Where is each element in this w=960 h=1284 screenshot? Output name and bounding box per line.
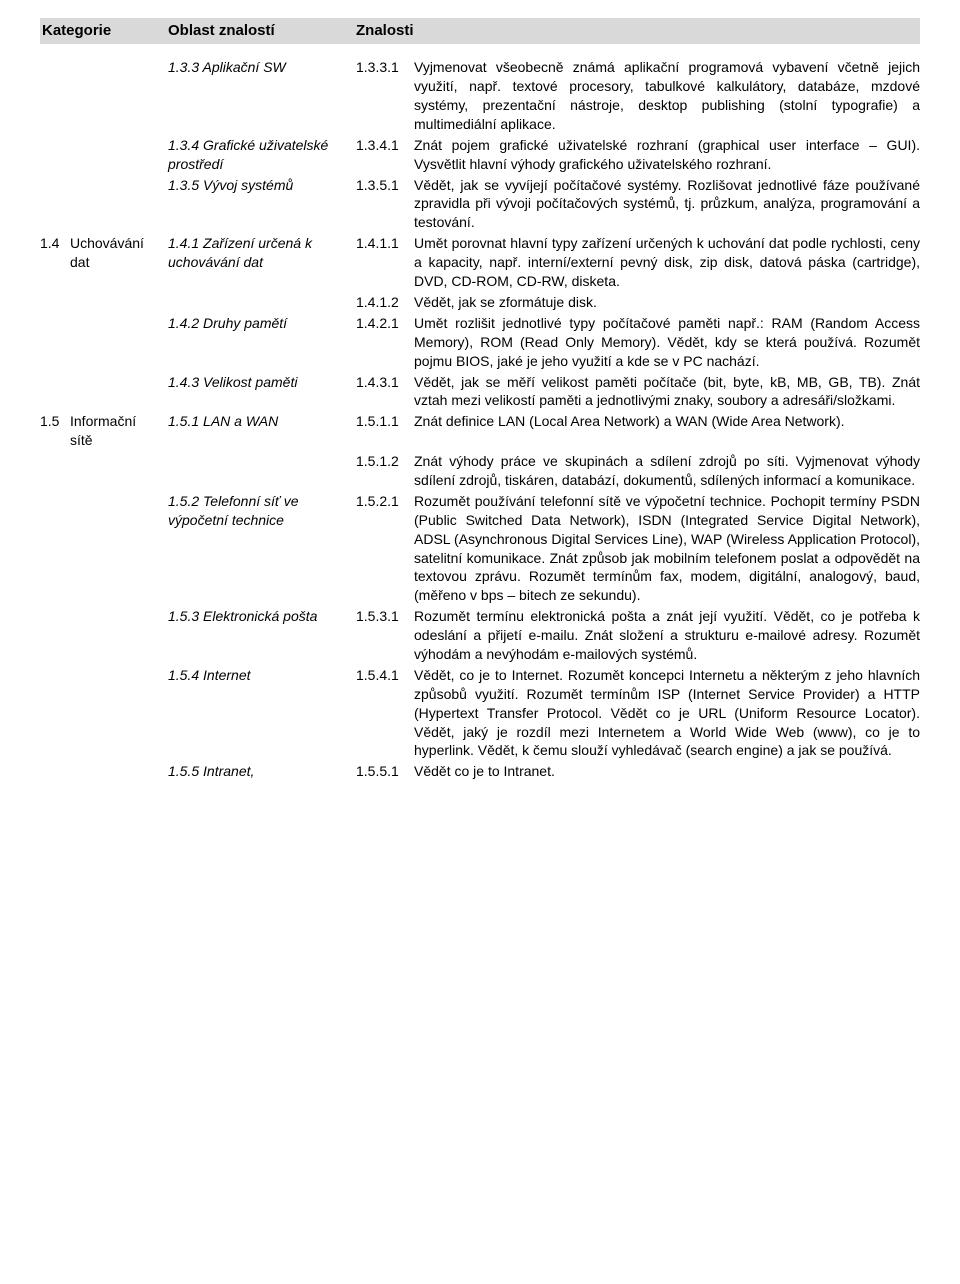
knowledge-description: Vědět, co je to Internet. Rozumět koncep… (414, 666, 920, 760)
knowledge-description: Znát definice LAN (Local Area Network) a… (414, 412, 920, 431)
table-row: 1.4.1.2Vědět, jak se zformátuje disk. (40, 293, 920, 312)
table-row: 1.3.4 Grafické uživatelské prostředí1.3.… (40, 136, 920, 174)
table-row: 1.3.3 Aplikační SW1.3.3.1Vyjmenovat všeo… (40, 58, 920, 134)
header-knowledge: Znalosti (356, 21, 920, 41)
knowledge-description: Umět porovnat hlavní typy zařízení určen… (414, 234, 920, 291)
table-row: 1.5Informační sítě1.5.1 LAN a WAN1.5.1.1… (40, 412, 920, 450)
area-cell: 1.5.4 Internet (168, 666, 356, 685)
category-text: Informační sítě (70, 412, 162, 450)
knowledge-number: 1.5.5.1 (356, 762, 414, 781)
table-row: 1.5.2 Telefonní síť ve výpočetní technic… (40, 492, 920, 605)
knowledge-number: 1.4.2.1 (356, 314, 414, 333)
table-row: 1.4.3 Velikost paměti1.4.3.1Vědět, jak s… (40, 373, 920, 411)
knowledge-description: Rozumět používání telefonní sítě ve výpo… (414, 492, 920, 605)
table-header: Kategorie Oblast znalostí Znalosti (40, 18, 920, 44)
area-cell: 1.3.4 Grafické uživatelské prostředí (168, 136, 356, 174)
area-cell: 1.4.2 Druhy pamětí (168, 314, 356, 333)
table-row: 1.5.1.2Znát výhody práce ve skupinách a … (40, 452, 920, 490)
knowledge-number: 1.4.1.1 (356, 234, 414, 253)
table-row: 1.4.2 Druhy pamětí1.4.2.1Umět rozlišit j… (40, 314, 920, 371)
area-cell: 1.4.3 Velikost paměti (168, 373, 356, 392)
table-row: 1.3.5 Vývoj systémů1.3.5.1Vědět, jak se … (40, 176, 920, 233)
knowledge-description: Vědět, jak se vyvíjejí počítačové systém… (414, 176, 920, 233)
category-text: Uchovávání dat (70, 234, 162, 272)
knowledge-number: 1.4.3.1 (356, 373, 414, 392)
knowledge-description: Znát výhody práce ve skupinách a sdílení… (414, 452, 920, 490)
knowledge-description: Znát pojem grafické uživatelské rozhraní… (414, 136, 920, 174)
area-cell: 1.5.5 Intranet, (168, 762, 356, 781)
knowledge-number: 1.4.1.2 (356, 293, 414, 312)
header-category: Kategorie (40, 21, 168, 41)
area-cell: 1.5.3 Elektronická pošta (168, 607, 356, 626)
knowledge-description: Vědět, jak se měří velikost paměti počít… (414, 373, 920, 411)
knowledge-number: 1.5.2.1 (356, 492, 414, 511)
area-cell: 1.5.2 Telefonní síť ve výpočetní technic… (168, 492, 356, 530)
table-row: 1.5.4 Internet1.5.4.1Vědět, co je to Int… (40, 666, 920, 760)
knowledge-number: 1.5.1.1 (356, 412, 414, 431)
area-cell: 1.3.5 Vývoj systémů (168, 176, 356, 195)
area-cell: 1.5.1 LAN a WAN (168, 412, 356, 431)
knowledge-number: 1.5.1.2 (356, 452, 414, 471)
knowledge-description: Vyjmenovat všeobecně známá aplikační pro… (414, 58, 920, 134)
area-cell: 1.3.3 Aplikační SW (168, 58, 356, 77)
knowledge-number: 1.5.3.1 (356, 607, 414, 626)
table-row: 1.4Uchovávání dat1.4.1 Zařízení určená k… (40, 234, 920, 291)
category-cell: 1.4Uchovávání dat (40, 234, 168, 272)
knowledge-number: 1.5.4.1 (356, 666, 414, 685)
header-area: Oblast znalostí (168, 21, 356, 41)
table-row: 1.5.5 Intranet,1.5.5.1Vědět co je to Int… (40, 762, 920, 781)
category-number: 1.4 (40, 234, 70, 272)
category-cell: 1.5Informační sítě (40, 412, 168, 450)
knowledge-description: Vědět, jak se zformátuje disk. (414, 293, 920, 312)
table-row: 1.5.3 Elektronická pošta1.5.3.1Rozumět t… (40, 607, 920, 664)
knowledge-number: 1.3.5.1 (356, 176, 414, 195)
table-body: 1.3.3 Aplikační SW1.3.3.1Vyjmenovat všeo… (40, 58, 920, 781)
knowledge-description: Rozumět termínu elektronická pošta a zná… (414, 607, 920, 664)
knowledge-number: 1.3.3.1 (356, 58, 414, 77)
knowledge-description: Vědět co je to Intranet. (414, 762, 920, 781)
area-cell: 1.4.1 Zařízení určená k uchovávání dat (168, 234, 356, 272)
knowledge-description: Umět rozlišit jednotlivé typy počítačové… (414, 314, 920, 371)
knowledge-number: 1.3.4.1 (356, 136, 414, 155)
category-number: 1.5 (40, 412, 70, 450)
